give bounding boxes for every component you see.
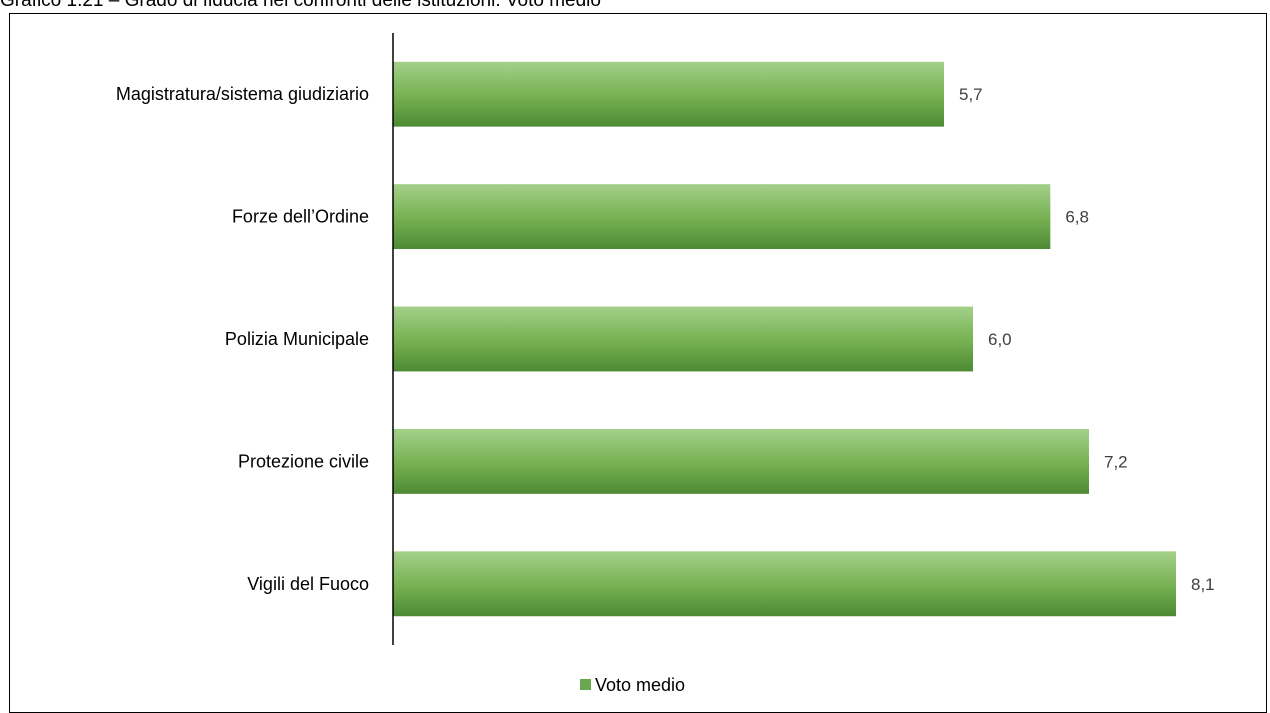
- legend-swatch: [580, 679, 591, 690]
- legend-label: Voto medio: [595, 675, 685, 695]
- category-label-4: Protezione civile: [238, 451, 369, 471]
- value-labels: 5,7 6,8 6,0 7,2 8,1: [959, 85, 1215, 594]
- bar-1: [393, 61, 944, 127]
- value-label-4: 7,2: [1104, 452, 1128, 471]
- bar-5: [393, 551, 1176, 617]
- value-label-3: 6,0: [988, 330, 1012, 349]
- bar-4: [393, 428, 1089, 494]
- category-label-1: Magistratura/sistema giudiziario: [116, 84, 369, 104]
- category-labels: Magistratura/sistema giudiziario Forze de…: [116, 84, 369, 594]
- bar-2: [393, 184, 1051, 250]
- bar-3: [393, 306, 973, 372]
- bars-group: [393, 61, 1176, 617]
- category-label-2: Forze dell’Ordine: [232, 207, 369, 227]
- category-label-5: Vigili del Fuoco: [247, 574, 369, 594]
- category-label-3: Polizia Municipale: [225, 329, 369, 349]
- value-label-5: 8,1: [1191, 575, 1215, 594]
- value-label-2: 6,8: [1065, 208, 1089, 227]
- legend: Voto medio: [580, 675, 685, 695]
- chart-title: Grafico 1.21 – Grado di fiducia nei conf…: [0, 0, 601, 11]
- value-label-1: 5,7: [959, 85, 983, 104]
